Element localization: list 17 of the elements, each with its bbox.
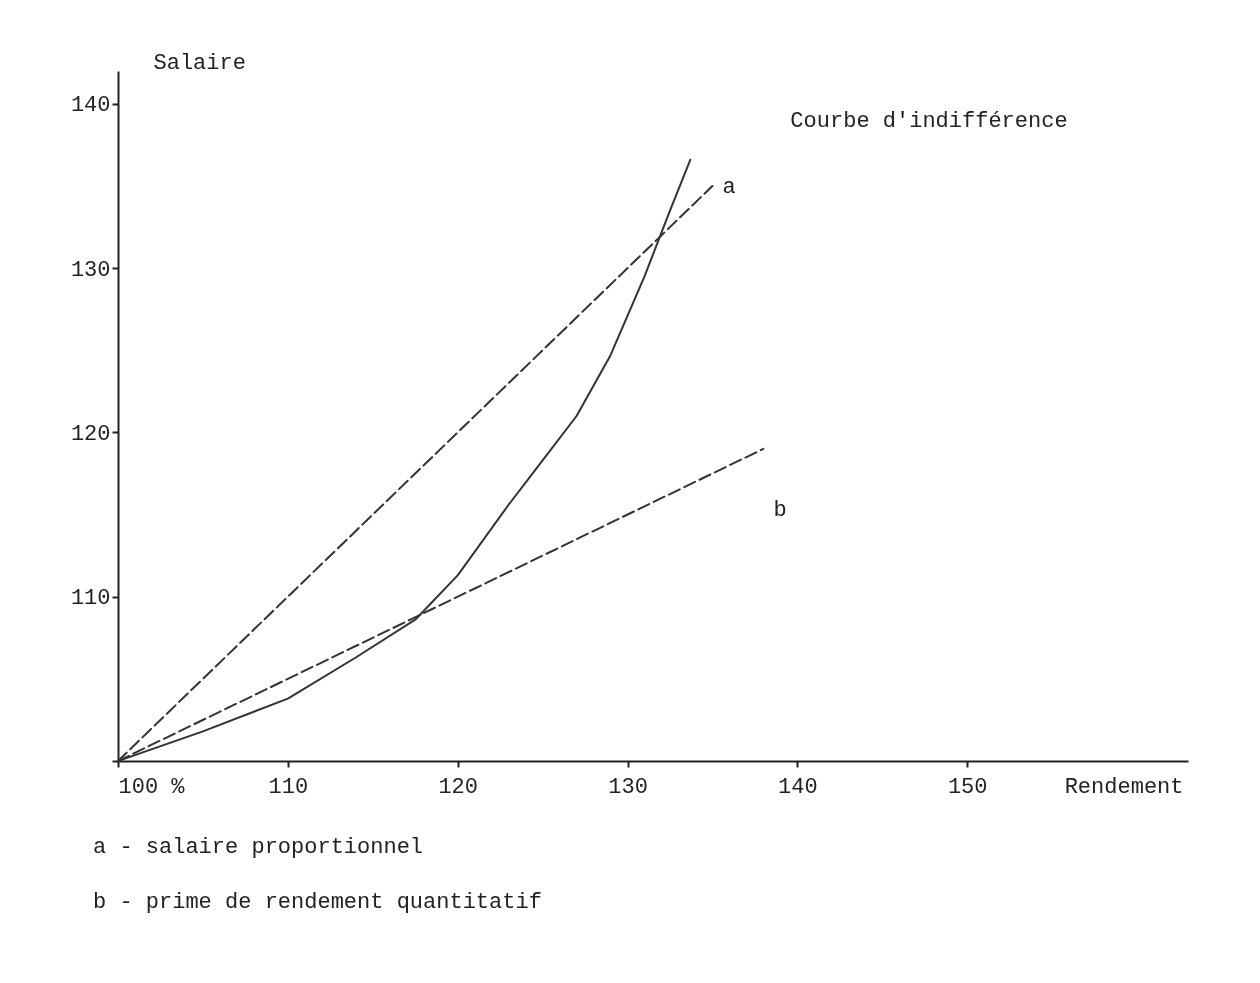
text: Courbe d'indifférence xyxy=(790,108,1068,134)
x-tick-label: 110 xyxy=(268,774,309,800)
y-tick-label: 120 xyxy=(70,421,111,447)
x-axis-title: Rendement xyxy=(1064,774,1184,800)
text: b - prime de rendement quantitatif xyxy=(93,890,542,915)
x-tick-label: 100 % xyxy=(118,774,186,800)
x-tick-label: 150 xyxy=(947,774,988,800)
text: a - salaire proportionnel xyxy=(93,835,424,860)
y-tick-label: 110 xyxy=(70,586,111,612)
text: b xyxy=(773,497,787,523)
x-tick-label: 140 xyxy=(778,774,818,800)
y-tick-label: 140 xyxy=(70,93,111,119)
series-label: a xyxy=(722,175,736,200)
x-tick-label: 120 xyxy=(438,774,478,800)
x-tick-label: 130 xyxy=(608,774,648,800)
y-tick-label: 130 xyxy=(70,257,111,283)
y-axis-title: Salaire xyxy=(153,50,246,76)
